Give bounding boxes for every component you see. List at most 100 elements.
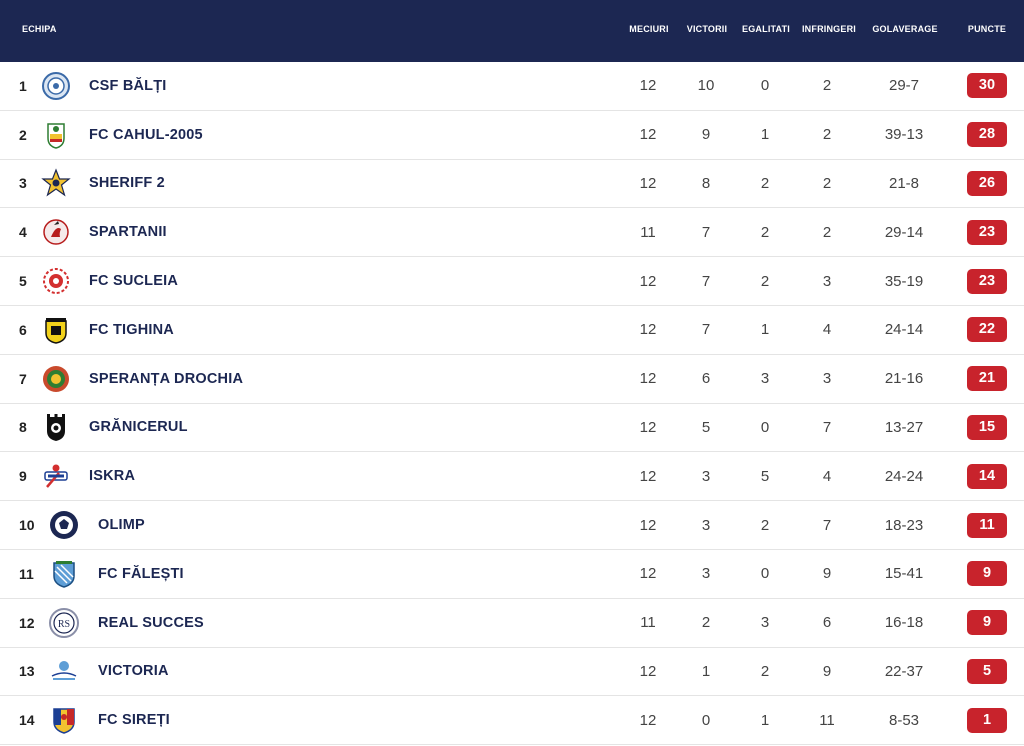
- goal-difference: 21-8: [888, 174, 920, 192]
- wins: 3: [701, 565, 711, 583]
- team-name[interactable]: GRĂNICERUL: [89, 419, 188, 436]
- played: 12: [639, 467, 657, 485]
- table-row-6[interactable]: 6 FC TIGHINA 12 7 1 4 24-14 22: [0, 306, 1024, 355]
- table-row-5[interactable]: 5 FC SUCLEIA 12 7 2 3 35-19 23: [0, 257, 1024, 306]
- wins: 10: [697, 77, 715, 95]
- losses: 7: [822, 418, 832, 436]
- drochia-crest-icon[interactable]: [40, 363, 72, 395]
- team-name[interactable]: SPARTANII: [89, 224, 167, 241]
- table-row-9[interactable]: 9 ISKRA 12 3 5 4 24-24 14: [0, 452, 1024, 502]
- table-row-3[interactable]: 3 SHERIFF 2 12 8 2 2 21-8 26: [0, 160, 1024, 209]
- team-name[interactable]: FC SIREȚI: [98, 712, 170, 729]
- goal-difference: 39-13: [884, 126, 924, 144]
- header-losses: INFRINGERI: [801, 24, 856, 34]
- played: 12: [639, 662, 657, 680]
- team-name[interactable]: ISKRA: [89, 468, 136, 485]
- table-row-4[interactable]: 4 SPARTANII 11 7 2 2 29-14 23: [0, 208, 1024, 258]
- balti-crest-icon[interactable]: [40, 70, 72, 102]
- points-badge: 9: [967, 610, 1007, 636]
- points-badge: 11: [967, 512, 1007, 538]
- team-name[interactable]: FC SUCLEIA: [89, 273, 178, 290]
- granicerul-crest-icon[interactable]: [40, 411, 72, 443]
- table-row-2[interactable]: 2 FC CAHUL-2005 12 9 1 2 39-13 28: [0, 111, 1024, 160]
- sheriff-star-icon[interactable]: [40, 167, 72, 199]
- team-name[interactable]: OLIMP: [98, 517, 145, 534]
- points-badge: 1: [967, 707, 1007, 733]
- falesti-shield-icon[interactable]: [48, 558, 80, 590]
- rank: 4: [19, 224, 27, 241]
- losses: 2: [822, 174, 832, 192]
- wins: 7: [701, 321, 711, 339]
- played: 12: [639, 272, 657, 290]
- played: 12: [639, 370, 657, 388]
- rank: 3: [19, 175, 27, 192]
- header-team: ECHIPA: [22, 24, 57, 34]
- team-name[interactable]: REAL SUCCES: [98, 614, 204, 631]
- rank: 14: [19, 712, 35, 729]
- sucleia-crest-icon[interactable]: [40, 265, 72, 297]
- table-row-10[interactable]: 10 OLIMP 12 3 2 7 18-23 11: [0, 501, 1024, 550]
- played: 11: [640, 223, 656, 241]
- points-badge: 23: [967, 219, 1007, 245]
- played: 11: [640, 614, 656, 632]
- real-succes-crest-icon[interactable]: RS: [48, 607, 80, 639]
- rank: 1: [19, 77, 27, 94]
- header-draws: EGALITATI: [742, 24, 790, 34]
- team-name[interactable]: SPERANȚA DROCHIA: [89, 370, 244, 387]
- table-row-12[interactable]: 12 RS REAL SUCCES 11 2 3 6 16-18 9: [0, 599, 1024, 648]
- sireti-shield-icon[interactable]: [48, 704, 80, 736]
- goal-difference: 29-14: [884, 223, 924, 241]
- table-row-7[interactable]: 7 SPERANȚA DROCHIA 12 6 3 3 21-16 21: [0, 355, 1024, 404]
- team-name[interactable]: FC TIGHINA: [89, 321, 174, 338]
- played: 12: [639, 77, 657, 95]
- goal-difference: 16-18: [884, 614, 924, 632]
- rank: 13: [19, 663, 35, 680]
- losses: 2: [822, 77, 832, 95]
- points-badge: 28: [967, 122, 1007, 148]
- points-badge: 22: [967, 317, 1007, 343]
- team-name[interactable]: FC CAHUL-2005: [89, 126, 203, 143]
- table-row-8[interactable]: 8 GRĂNICERUL 12 5 0 7 13-27 15: [0, 404, 1024, 453]
- rank: 10: [19, 517, 35, 534]
- draws: 2: [760, 223, 770, 241]
- table-row-14[interactable]: 14 FC SIREȚI 12 0 1 11 8-53 1: [0, 696, 1024, 746]
- losses: 4: [822, 467, 832, 485]
- table-row-11[interactable]: 11 FC FĂLEȘTI 12 3 0 9 15-41 9: [0, 550, 1024, 599]
- draws: 2: [760, 272, 770, 290]
- team-name[interactable]: FC FĂLEȘTI: [98, 565, 184, 582]
- points-badge: 30: [967, 73, 1007, 99]
- points-badge: 14: [967, 463, 1007, 489]
- victoria-crest-icon[interactable]: [48, 655, 80, 687]
- losses: 4: [822, 321, 832, 339]
- wins: 1: [701, 662, 711, 680]
- points-badge: 26: [967, 170, 1007, 196]
- team-name[interactable]: SHERIFF 2: [89, 175, 165, 192]
- draws: 3: [760, 614, 770, 632]
- draws: 2: [760, 516, 770, 534]
- played: 12: [639, 174, 657, 192]
- losses: 3: [822, 370, 832, 388]
- spartanii-crest-icon[interactable]: [40, 216, 72, 248]
- goal-difference: 21-16: [884, 370, 924, 388]
- losses: 9: [822, 662, 832, 680]
- table-body: 1 CSF BĂLȚI 12 10 0 2 29-7 30 2 FC CAHUL…: [0, 62, 1024, 746]
- wins: 9: [701, 126, 711, 144]
- points-badge: 15: [967, 414, 1007, 440]
- table-row-13[interactable]: 13 VICTORIA 12 1 2 9 22-37 5: [0, 648, 1024, 697]
- losses: 2: [822, 126, 832, 144]
- team-name[interactable]: CSF BĂLȚI: [89, 77, 167, 94]
- tighina-crest-icon[interactable]: [40, 314, 72, 346]
- table-row-1[interactable]: 1 CSF BĂLȚI 12 10 0 2 29-7 30: [0, 62, 1024, 111]
- cahul-crest-icon[interactable]: [40, 119, 72, 151]
- rank: 12: [19, 614, 35, 631]
- rank: 5: [19, 273, 27, 290]
- olimp-ball-icon[interactable]: [48, 509, 80, 541]
- rank: 2: [19, 126, 27, 143]
- team-name[interactable]: VICTORIA: [98, 663, 169, 680]
- draws: 0: [760, 418, 770, 436]
- iskra-crest-icon[interactable]: [40, 460, 72, 492]
- draws: 1: [760, 711, 770, 729]
- goal-difference: 29-7: [888, 77, 920, 95]
- losses: 7: [822, 516, 832, 534]
